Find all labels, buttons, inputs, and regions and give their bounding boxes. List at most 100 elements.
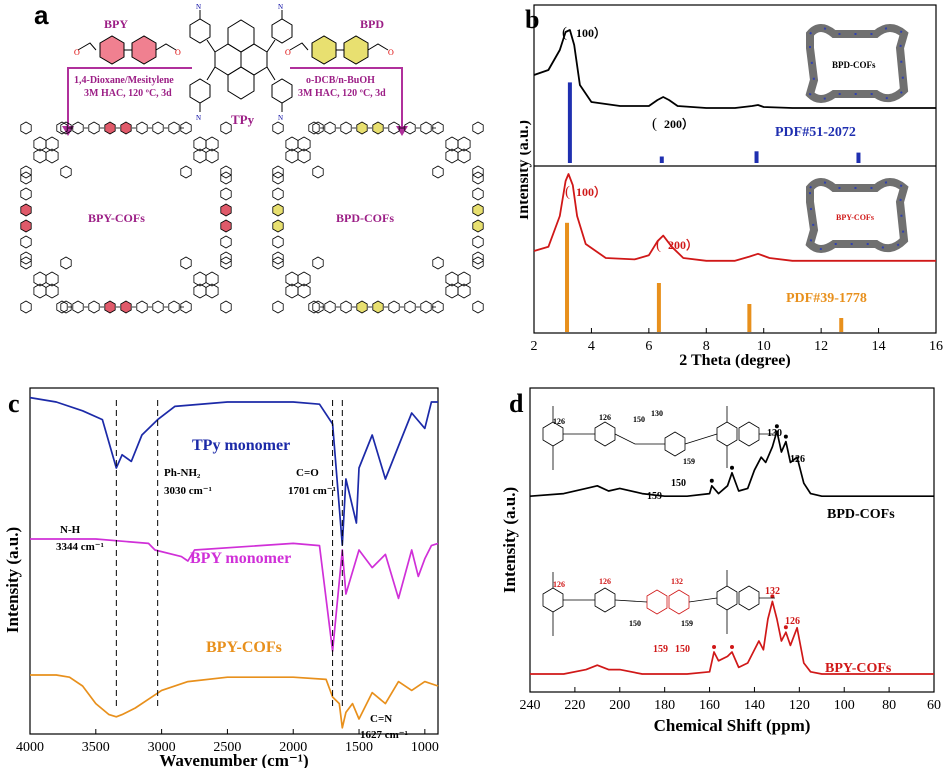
linker-ring — [136, 121, 148, 135]
tpy-label: TPy — [231, 112, 255, 127]
bpy-struct-label-126a: 126 — [553, 580, 565, 589]
xrd-chart: b 2 4 6 8 10 12 14 16 2 Theta (degree) Intensit… — [515, 4, 943, 369]
bpd-cof-framework — [272, 121, 484, 314]
phenyl-ring — [272, 300, 284, 314]
bpd-struct-label-130: 130 — [651, 409, 663, 418]
xrd-ref-bar-top — [567, 82, 572, 163]
xrd-bottom-peak-open-2: ( — [656, 237, 661, 253]
pyrene-ring — [457, 271, 471, 287]
ftir-tick-label-1000: 1000 — [411, 740, 439, 755]
nmr-bpy-label: BPY-COFs — [825, 661, 892, 676]
phenyl-ring — [272, 165, 284, 179]
nmr-top-peak-dot — [709, 478, 714, 483]
linker-ring — [56, 300, 68, 314]
phenyl-ring — [432, 300, 444, 314]
pyrene-ring — [297, 283, 311, 299]
linker-ring — [472, 235, 484, 249]
xrd-x-axis-label: 2 Theta (degree) — [679, 352, 790, 369]
phenyl-ring — [312, 121, 324, 135]
svg-text:N: N — [278, 3, 283, 11]
linker-ring — [220, 203, 232, 217]
linker-ring — [272, 187, 284, 201]
phenyl-ring — [432, 256, 444, 270]
ftir-tick-label-2000: 2000 — [279, 740, 307, 755]
phenyl-ring — [472, 256, 484, 270]
pyrene-ring — [45, 136, 59, 152]
ftir-chart: c 4000 3500 3000 2500 2000 1500 1000 Wavenumbe… — [3, 387, 439, 770]
nmr-top-peak-dot — [730, 465, 734, 470]
bpy-cof-label: BPY-COFs — [88, 211, 145, 225]
nmr-bottom-peak-dot — [783, 625, 788, 630]
nmr-bottom-peak-dot — [770, 594, 775, 599]
xrd-tick-label-6: 6 — [645, 339, 652, 354]
ftir-co-value: 1701 cm⁻¹ — [288, 485, 336, 497]
ftir-y-axis-label: Intensity (a.u.) — [3, 527, 22, 633]
linker-ring — [272, 203, 284, 217]
phenyl-ring — [180, 256, 192, 270]
linker-ring — [472, 203, 484, 217]
svg-text:O: O — [285, 48, 291, 57]
ftir-tick-label-4000: 4000 — [16, 740, 44, 755]
linker-ring — [340, 121, 352, 135]
linker-ring — [272, 235, 284, 249]
ftir-bpy-label: BPY monomer — [190, 550, 291, 567]
linker-ring — [272, 219, 284, 233]
linker-ring — [356, 121, 368, 135]
linker-ring — [152, 121, 164, 135]
xrd-tick-label-16: 16 — [929, 339, 943, 354]
svg-text:O: O — [388, 48, 394, 57]
nmr-top-peak-150: 150 — [671, 478, 686, 489]
panel-d: d 240 220 200 180 160 140 120 100 80 60 Chemical … — [485, 380, 945, 768]
panel-c: c 4000 3500 3000 2500 2000 1500 1000 Wavenumbe… — [0, 380, 460, 770]
linker-ring — [324, 300, 336, 314]
linker-ring — [72, 300, 84, 314]
xrd-ref-bar-bottom — [656, 283, 661, 332]
linker-ring — [372, 300, 384, 314]
bpd-monomer-label: BPD — [360, 17, 384, 31]
panel-b: b 2 4 6 8 10 12 14 16 2 Theta (degree) Intensit… — [515, 0, 945, 370]
ftir-cn-value: 1627 cm⁻¹ — [360, 729, 408, 741]
linker-ring — [20, 219, 32, 233]
linker-ring — [404, 300, 416, 314]
phenyl-ring — [432, 165, 444, 179]
svg-text:N: N — [278, 114, 283, 122]
ftir-x-axis-label: Wavenumber (cm⁻¹) — [159, 751, 308, 768]
xrd-x-ticks: 2 4 6 8 10 12 14 16 — [531, 328, 943, 354]
phenyl-ring — [20, 300, 32, 314]
nmr-top-peak-159: 159 — [647, 491, 662, 502]
xrd-bottom-pdf-label: PDF#39-1778 — [786, 291, 867, 306]
xrd-y-axis-label: Intensity (a.u.) — [520, 120, 532, 220]
linker-ring — [472, 219, 484, 233]
ftir-tick-label-3000: 3000 — [148, 740, 176, 755]
bpd-cof-label: BPD-COFs — [336, 211, 394, 225]
bpy-struct-label-150: 150 — [629, 619, 641, 628]
ftir-phnh-value: 3030 cm⁻¹ — [164, 485, 212, 497]
linker-ring — [104, 121, 116, 135]
linker-ring — [20, 187, 32, 201]
ftir-plot-area — [29, 396, 439, 729]
nmr-bottom-peak-132: 132 — [765, 586, 780, 597]
linker-ring — [220, 219, 232, 233]
linker-ring — [72, 121, 84, 135]
linker-ring — [104, 300, 116, 314]
nmr-y-axis-label: Intensity (a.u.) — [500, 487, 519, 593]
linker-ring — [20, 251, 32, 265]
ftir-tick-label-3500: 3500 — [82, 740, 110, 755]
bpy-struct-label-126b: 126 — [599, 577, 611, 586]
xrd-ref-bar-bottom — [747, 304, 752, 332]
nmr-tick-label-80: 80 — [882, 698, 896, 713]
linker-ring — [308, 300, 320, 314]
phenyl-ring — [220, 256, 232, 270]
pyrene-ring — [457, 136, 471, 152]
bpd-monomer-structure: O O — [285, 35, 394, 65]
xrd-ref-bar-top — [659, 156, 664, 163]
linker-ring — [472, 251, 484, 265]
pyrene-ring — [457, 148, 471, 164]
phenyl-ring — [60, 300, 72, 314]
nmr-top-peak-126: 126 — [790, 454, 805, 465]
pyrene-ring — [297, 271, 311, 287]
linker-ring — [420, 300, 432, 314]
nmr-bottom-peak-159: 159 — [653, 644, 668, 655]
phenyl-ring — [272, 121, 284, 135]
linker-ring — [120, 121, 132, 135]
